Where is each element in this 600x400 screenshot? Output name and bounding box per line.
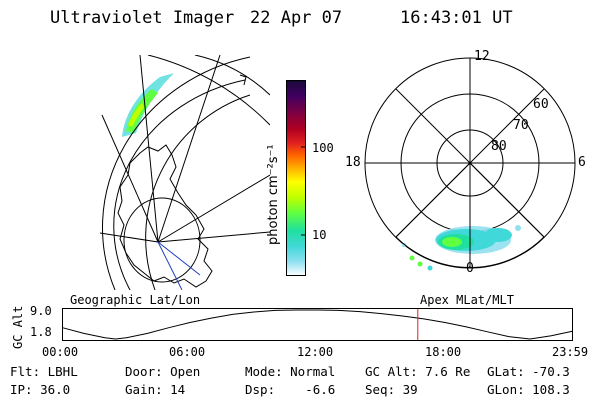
aurora-emission-polar	[402, 225, 521, 271]
timeline-xtick-1800: 18:00	[425, 345, 462, 359]
timeline-xtick-2359: 23:59	[552, 345, 589, 359]
lat-label-80: 80	[491, 139, 507, 154]
polar-plot	[364, 57, 576, 271]
geographic-map	[100, 55, 270, 290]
timeline-right-caption: Apex MLat/MLT	[420, 293, 514, 307]
mode-info: Mode: Normal	[245, 364, 336, 379]
lat-label-60: 60	[533, 97, 549, 112]
gc-alt-timeline-plot	[62, 308, 573, 341]
seq-info: Seq: 39	[365, 382, 418, 397]
timeline-axis-label: GC Alt	[11, 305, 25, 349]
timeline-xtick-0000: 00:00	[42, 345, 79, 359]
glon-info: GLon: 108.3	[487, 382, 570, 397]
lat-label-70: 70	[513, 118, 529, 133]
mlt-label-0: 0	[466, 261, 474, 276]
door-info: Door: Open	[125, 364, 201, 379]
instrument-title: Ultraviolet Imager	[50, 8, 235, 28]
gc-alt-series-line	[62, 309, 573, 340]
colorbar-tick-100: 100	[312, 141, 334, 155]
mlt-label-18: 18	[345, 155, 361, 170]
timeline-frame	[62, 308, 573, 341]
timeline-xtick-0600: 06:00	[169, 345, 206, 359]
mlt-label-12: 12	[474, 49, 490, 64]
timeline-xtick-1200: 12:00	[297, 345, 334, 359]
observation-time: 16:43:01 UT	[400, 8, 513, 28]
ip-info: IP: 36.0	[10, 382, 71, 397]
colorbar-tick-10: 10	[312, 228, 327, 242]
mlt-label-6: 6	[578, 155, 586, 170]
colorbar-unit-label: photon cm⁻²s⁻¹	[266, 144, 281, 245]
filter-info: Flt: LBHL	[10, 364, 78, 379]
observation-date: 22 Apr 07	[250, 8, 343, 28]
timeline-ytick-1-8: 1.8	[30, 325, 52, 339]
timeline-left-caption: Geographic Lat/Lon	[70, 293, 201, 307]
colorbar	[286, 80, 306, 276]
glat-info: GLat: -70.3	[487, 364, 570, 379]
gc-alt-info: GC Alt: 7.6 Re	[365, 364, 471, 379]
timeline-ytick-9: 9.0	[30, 304, 52, 318]
dsp-info: Dsp: -6.6	[245, 382, 336, 397]
gain-info: Gain: 14	[125, 382, 186, 397]
